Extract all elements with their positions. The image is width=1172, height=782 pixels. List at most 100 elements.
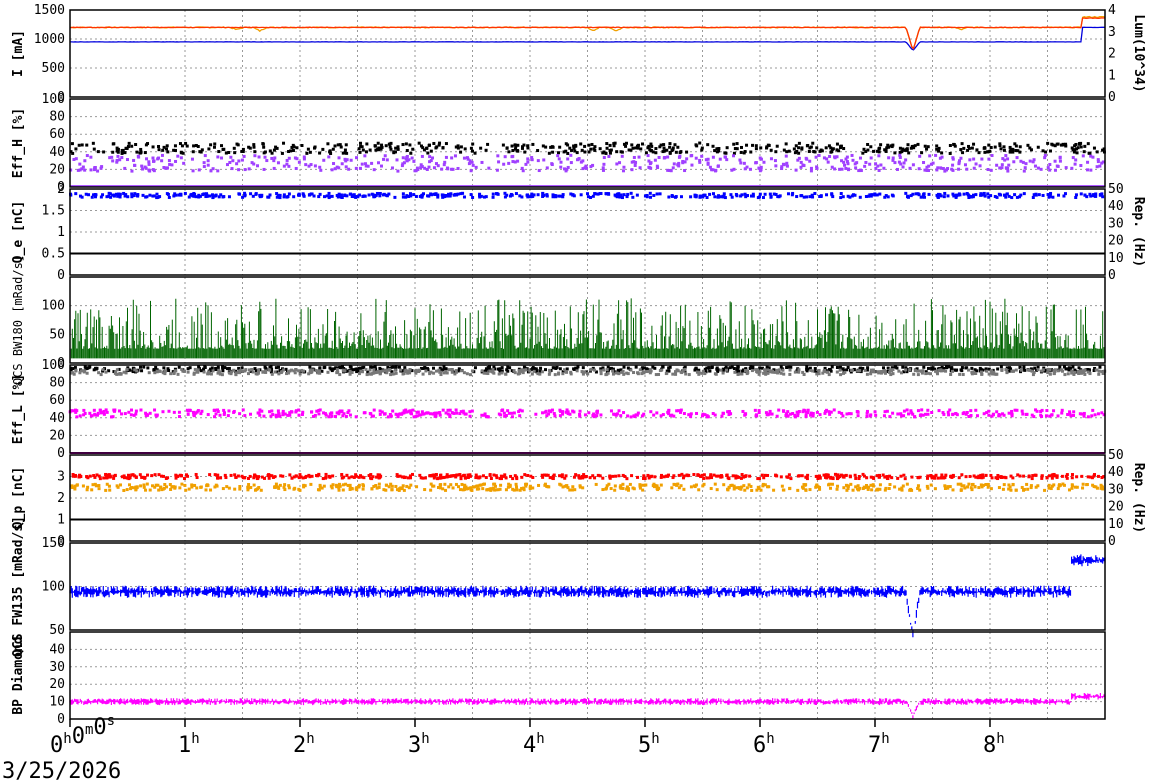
data-point — [865, 372, 869, 376]
data-point — [972, 157, 976, 161]
data-point — [552, 412, 556, 416]
data-point — [429, 474, 433, 478]
data-point — [276, 409, 280, 413]
data-point — [172, 194, 176, 198]
data-point — [881, 473, 885, 477]
data-point — [811, 369, 815, 373]
data-point — [655, 411, 659, 415]
data-point — [797, 146, 801, 150]
data-point — [732, 154, 736, 158]
data-point — [98, 477, 102, 481]
data-point — [102, 409, 106, 413]
data-point — [268, 410, 272, 414]
data-point — [205, 194, 209, 198]
data-point — [287, 156, 291, 160]
data-point — [947, 413, 951, 417]
data-point — [155, 192, 159, 196]
data-point — [80, 195, 84, 199]
data-point — [253, 154, 257, 158]
data-point — [192, 371, 196, 375]
data-point — [875, 149, 879, 153]
data-point — [609, 409, 613, 413]
data-point — [785, 412, 789, 416]
data-point — [191, 150, 195, 154]
data-point — [809, 413, 813, 417]
data-point — [410, 156, 414, 160]
data-point — [81, 165, 85, 169]
data-point — [990, 371, 994, 375]
data-point — [796, 488, 800, 492]
data-point — [995, 195, 999, 199]
data-point — [209, 372, 213, 376]
data-point — [287, 371, 291, 375]
data-point — [425, 411, 429, 415]
data-point — [874, 162, 878, 166]
data-point — [890, 366, 894, 370]
data-point — [826, 160, 830, 164]
data-point — [217, 150, 221, 154]
data-point — [996, 477, 1000, 481]
data-point — [564, 169, 568, 173]
data-point — [455, 411, 459, 415]
data-point — [865, 414, 869, 418]
data-point — [893, 365, 897, 369]
data-point — [658, 369, 662, 373]
data-point — [463, 476, 467, 480]
data-point — [246, 476, 250, 480]
data-point — [641, 366, 645, 370]
data-point — [331, 474, 335, 478]
data-point — [897, 160, 901, 164]
data-point — [570, 148, 574, 152]
data-point — [516, 372, 520, 376]
data-point — [134, 475, 138, 479]
data-point — [283, 483, 287, 487]
data-point — [998, 142, 1002, 146]
data-point — [246, 372, 250, 376]
data-point — [126, 145, 130, 149]
data-point — [1046, 141, 1050, 145]
data-point — [512, 369, 516, 373]
data-point — [104, 473, 108, 477]
data-point — [963, 163, 967, 167]
data-point — [350, 486, 354, 490]
data-point — [701, 369, 705, 373]
data-point — [1005, 366, 1009, 370]
data-point — [565, 367, 569, 371]
data-point — [1075, 475, 1079, 479]
data-point — [537, 483, 541, 487]
data-point — [559, 165, 563, 169]
data-point — [791, 412, 795, 416]
data-point — [268, 149, 272, 153]
data-point — [1013, 408, 1017, 412]
data-point — [822, 368, 826, 372]
data-point — [612, 412, 616, 416]
data-point — [931, 366, 935, 370]
data-point — [344, 165, 348, 169]
data-point — [481, 487, 485, 491]
data-point — [1052, 368, 1056, 372]
data-point — [1073, 485, 1077, 489]
data-point — [412, 193, 416, 197]
data-point — [346, 411, 350, 415]
data-point — [69, 409, 73, 413]
data-point — [836, 484, 840, 488]
data-point — [872, 149, 876, 153]
data-point — [657, 486, 661, 490]
data-point — [496, 192, 500, 196]
data-point — [254, 369, 258, 373]
data-point — [694, 366, 698, 370]
data-point — [428, 155, 432, 159]
data-point — [861, 472, 865, 476]
data-point — [804, 156, 808, 160]
data-point — [248, 146, 252, 150]
data-point — [261, 142, 265, 146]
data-point — [926, 366, 930, 370]
data-point — [96, 150, 100, 154]
data-point — [758, 370, 762, 374]
data-point — [144, 166, 148, 170]
data-point — [343, 148, 347, 152]
data-point — [847, 412, 851, 416]
data-point — [408, 192, 412, 196]
data-point — [153, 408, 157, 412]
data-point — [1001, 412, 1005, 416]
